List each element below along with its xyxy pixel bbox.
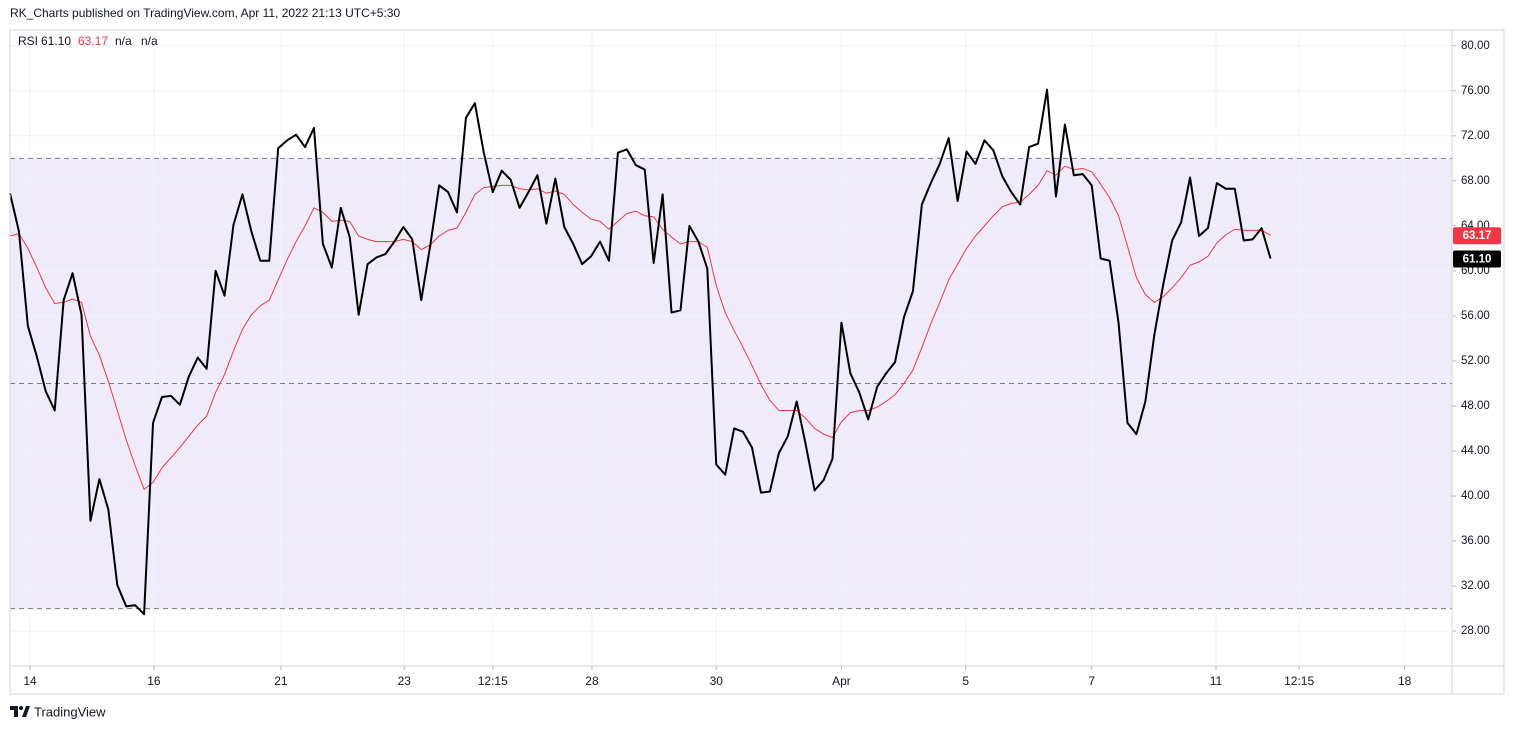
x-tick-label: 28 (585, 674, 599, 688)
legend-readout: 61.10 (41, 34, 71, 48)
x-tick-label: Apr (832, 674, 851, 688)
publish-header: RK_Charts published on TradingView.com, … (10, 6, 400, 20)
y-tick-label: 76.00 (1461, 85, 1490, 97)
price-badge-label: 63.17 (1463, 230, 1492, 242)
x-tick-label: 7 (1088, 674, 1095, 688)
legend-readout: n/a (115, 34, 132, 48)
x-tick-label: 11 (1210, 674, 1223, 688)
x-tick-label: 18 (1398, 674, 1412, 688)
logo-icon (10, 706, 30, 717)
y-tick-label: 72.00 (1461, 130, 1490, 142)
price-badge (1453, 250, 1501, 268)
series-line (9, 165, 1271, 490)
y-tick-label: 80.00 (1461, 40, 1490, 52)
legend-name: RSI (18, 34, 38, 48)
y-tick-label: 36.00 (1461, 535, 1490, 547)
footer-brand: TradingView (34, 704, 106, 719)
y-tick-label: 68.00 (1461, 175, 1490, 187)
x-tick-label: 12:15 (1284, 674, 1314, 688)
series-line (9, 88, 1272, 616)
y-tick-label: 56.00 (1461, 310, 1490, 322)
x-tick-label: 16 (147, 674, 161, 688)
y-tick-label: 28.00 (1461, 625, 1490, 637)
price-badge-label: 61.10 (1463, 254, 1492, 266)
y-tick-label: 44.00 (1461, 445, 1490, 457)
x-tick-label: 12:15 (478, 674, 508, 688)
x-tick-label: 21 (274, 674, 288, 688)
y-tick-label: 48.00 (1461, 400, 1490, 412)
x-tick-label: 23 (398, 674, 412, 688)
legend-readout: n/a (141, 34, 158, 48)
y-tick-label: 60.00 (1461, 265, 1490, 277)
chart-frame (9, 29, 1505, 695)
y-tick-label: 52.00 (1461, 355, 1490, 367)
x-tick-label: 5 (962, 674, 969, 688)
x-tick-label: 30 (710, 674, 724, 688)
y-tick-label: 32.00 (1461, 580, 1490, 592)
x-tick-label: 14 (23, 674, 37, 688)
y-tick-label: 40.00 (1461, 490, 1490, 502)
plot-layer: 28.00 32.00 36.00 40.00 44.00 48.00 52.00 56.00… (9, 29, 1505, 695)
legend-readout: 63.17 (78, 34, 108, 48)
price-badge (1453, 227, 1501, 245)
